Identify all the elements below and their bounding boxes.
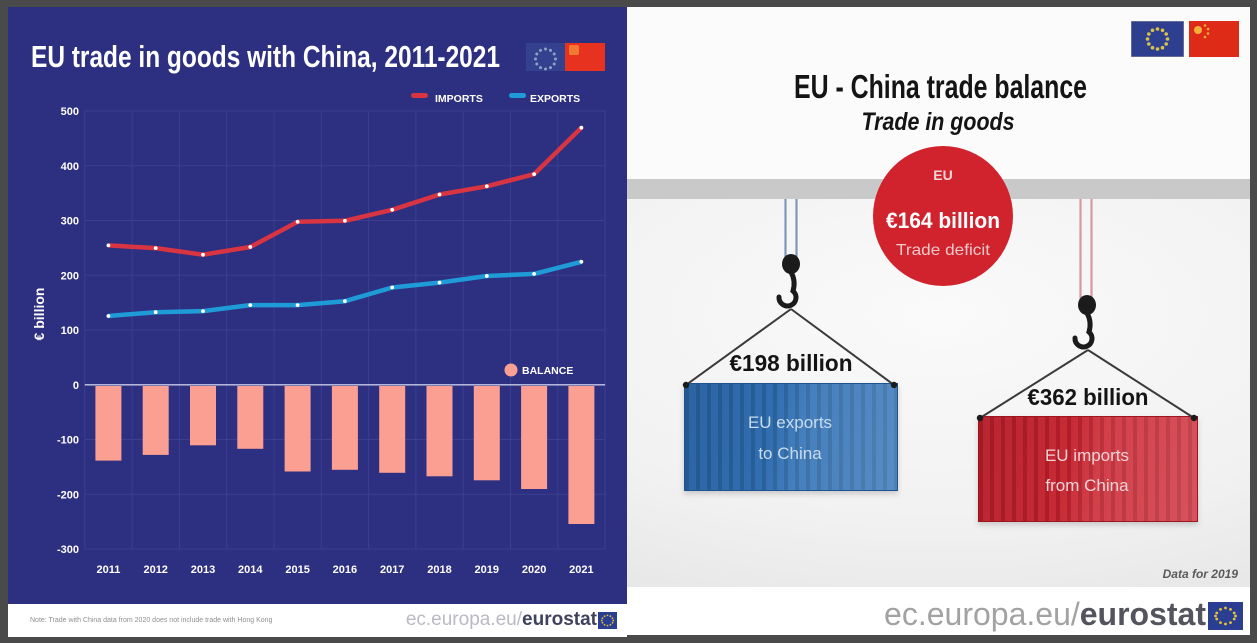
svg-text:0: 0 [73,380,79,392]
svg-text:-200: -200 [57,489,79,501]
svg-text:Data for 2019: Data for 2019 [1163,567,1239,581]
svg-text:2011: 2011 [96,564,120,576]
svg-text:EU: EU [933,167,952,183]
svg-text:400: 400 [61,161,79,173]
svg-text:€198 billion: €198 billion [730,350,853,376]
svg-text:300: 300 [61,216,79,228]
svg-text:EU trade in goods with China,: EU trade in goods with China, 2011-2021 [31,39,500,74]
svg-text:2017: 2017 [380,564,404,576]
svg-text:BALANCE: BALANCE [522,365,573,377]
svg-text:2021: 2021 [569,564,593,576]
svg-text:2013: 2013 [191,564,215,576]
svg-text:2014: 2014 [238,564,263,576]
svg-text:2012: 2012 [143,564,167,576]
svg-text:100: 100 [61,325,79,337]
svg-text:from China: from China [1045,476,1129,495]
svg-text:EXPORTS: EXPORTS [530,93,580,105]
svg-text:EU - China trade balance: EU - China trade balance [794,68,1087,105]
svg-text:2020: 2020 [522,564,546,576]
svg-text:500: 500 [61,106,79,118]
svg-text:2015: 2015 [285,564,309,576]
svg-text:-100: -100 [57,435,79,447]
svg-text:EU exports: EU exports [748,413,832,432]
svg-text:2018: 2018 [427,564,451,576]
svg-text:-300: -300 [57,544,79,556]
svg-text:€362 billion: €362 billion [1028,384,1149,410]
svg-text:ec.europa.eu/eurostat: ec.europa.eu/eurostat [884,596,1206,632]
svg-text:ec.europa.eu/eurostat: ec.europa.eu/eurostat [406,609,598,630]
svg-text:200: 200 [61,270,79,282]
svg-text:to China: to China [758,444,822,463]
svg-text:2019: 2019 [475,564,499,576]
svg-text:IMPORTS: IMPORTS [435,93,483,105]
svg-text:2016: 2016 [333,564,357,576]
svg-text:€164 billion: €164 billion [886,208,1000,233]
svg-text:EU imports: EU imports [1045,446,1129,465]
svg-text:Trade deficit: Trade deficit [896,242,991,259]
svg-text:€ billion: € billion [31,288,47,341]
svg-text:Trade in goods: Trade in goods [862,108,1015,136]
